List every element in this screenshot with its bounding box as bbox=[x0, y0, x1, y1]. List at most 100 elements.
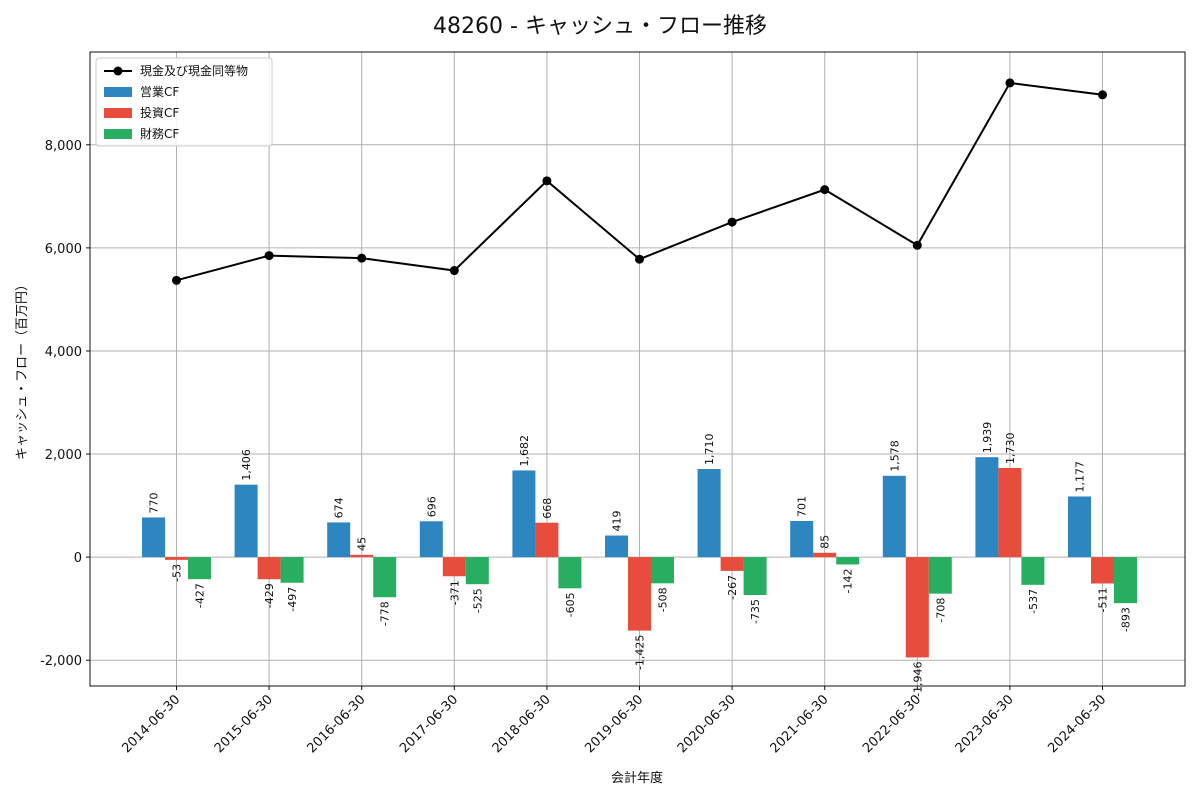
cash-line-point bbox=[635, 254, 644, 264]
bar bbox=[558, 557, 582, 589]
bar bbox=[1021, 557, 1045, 585]
cash-line bbox=[172, 78, 1107, 285]
bar-value-label: -893 bbox=[1120, 607, 1133, 632]
x-tick-label: 2019-06-30 bbox=[582, 692, 646, 756]
bar-value-label: -508 bbox=[657, 587, 670, 612]
cash-line-point bbox=[542, 176, 552, 186]
y-tick-label: -2,000 bbox=[40, 654, 82, 669]
bar-value-label: 1,177 bbox=[1074, 461, 1087, 493]
bar bbox=[697, 468, 721, 558]
bar bbox=[419, 521, 443, 558]
bar bbox=[442, 557, 466, 577]
bar bbox=[280, 557, 304, 583]
legend-box bbox=[95, 57, 273, 147]
bar bbox=[1114, 557, 1137, 604]
legend-label: 財務CF bbox=[140, 126, 179, 141]
bar-value-label: 1,578 bbox=[888, 440, 901, 472]
bar-value-label: 1,730 bbox=[1004, 432, 1017, 464]
bar bbox=[234, 484, 258, 558]
bar-value-label: 45 bbox=[356, 537, 369, 551]
bar-value-label: -429 bbox=[263, 583, 276, 608]
bar bbox=[188, 557, 211, 580]
bar-value-label: 770 bbox=[148, 492, 161, 513]
x-axis-label: 会計年度 bbox=[611, 770, 663, 786]
bar-value-label: 1,710 bbox=[703, 433, 716, 465]
bar bbox=[905, 557, 929, 658]
legend-line-marker bbox=[113, 66, 123, 76]
bar-value-label: -267 bbox=[726, 575, 739, 600]
bar-value-label: 85 bbox=[819, 535, 832, 549]
bar-value-label: -1,946 bbox=[911, 661, 924, 696]
bar bbox=[605, 535, 628, 558]
x-tick-label: 2015-06-30 bbox=[212, 692, 276, 756]
bar-value-label: -371 bbox=[448, 580, 461, 605]
y-tick-label: 2,000 bbox=[45, 448, 82, 463]
x-tick-label: 2017-06-30 bbox=[397, 692, 461, 756]
bar-value-label: -427 bbox=[194, 583, 207, 608]
cash-line-point bbox=[172, 275, 181, 285]
bar-value-label: -525 bbox=[471, 588, 484, 613]
bar-value-label: 1,939 bbox=[981, 422, 994, 454]
x-tick-label: 2022-06-30 bbox=[860, 692, 924, 756]
bar-value-label: -735 bbox=[749, 599, 762, 624]
bar bbox=[790, 521, 814, 558]
cash-line-point bbox=[264, 251, 274, 261]
legend-bar-swatch bbox=[104, 129, 132, 139]
x-tick-label: 2018-06-30 bbox=[490, 692, 554, 756]
bar-value-label: -708 bbox=[934, 598, 947, 623]
bar-value-label: 701 bbox=[796, 496, 809, 517]
bar bbox=[975, 457, 999, 558]
bar bbox=[928, 557, 952, 594]
legend-label: 現金及び現金同等物 bbox=[140, 63, 248, 78]
chart-title: 48260 - キャッシュ・フロー推移 bbox=[433, 14, 767, 39]
y-tick-label: 4,000 bbox=[45, 345, 82, 360]
bar-value-label: -537 bbox=[1027, 589, 1040, 614]
bar-value-label: -142 bbox=[842, 568, 855, 593]
bar-value-label: 668 bbox=[541, 498, 554, 519]
y-tick-label: 8,000 bbox=[45, 139, 82, 154]
bar-labels: 770 1,406 674 696 1,682 419 1,710 701 1,578 1,939… bbox=[148, 422, 1133, 697]
bar bbox=[512, 470, 536, 558]
bar-value-label: 674 bbox=[333, 497, 346, 518]
cash-line-point bbox=[449, 266, 459, 276]
ticks: -2,000 0 2,000 4,000 6,000 8,000 2014-06-30 201… bbox=[40, 139, 1109, 756]
bar-value-label: -53 bbox=[171, 564, 184, 582]
bar-value-label: -778 bbox=[379, 601, 392, 626]
x-tick-label: 2024-06-30 bbox=[1045, 692, 1109, 756]
bar bbox=[628, 557, 651, 631]
bar bbox=[465, 557, 489, 585]
x-tick-label: 2016-06-30 bbox=[304, 692, 368, 756]
grid bbox=[90, 52, 1185, 686]
bar bbox=[1068, 496, 1091, 558]
bar-value-label: -511 bbox=[1097, 587, 1110, 612]
bar-value-label: -1,425 bbox=[634, 635, 647, 670]
x-tick-label: 2014-06-30 bbox=[119, 692, 183, 756]
bar bbox=[651, 557, 674, 584]
cash-line-point bbox=[1005, 78, 1015, 88]
y-axis-label: キャッシュ・フロー（百万円） bbox=[15, 278, 30, 460]
x-tick-label: 2021-06-30 bbox=[767, 692, 831, 756]
cash-line-point bbox=[357, 253, 367, 263]
bar bbox=[257, 557, 281, 580]
bars bbox=[142, 457, 1137, 658]
cash-line-point bbox=[820, 185, 830, 195]
cash-line-point bbox=[727, 217, 737, 227]
bar bbox=[1091, 557, 1114, 584]
plot-frame bbox=[89, 51, 1186, 687]
axes bbox=[89, 51, 1186, 687]
x-tick-label: 2020-06-30 bbox=[675, 692, 739, 756]
bar bbox=[350, 554, 374, 558]
bar-value-label: 1,406 bbox=[240, 449, 253, 481]
cash-line-point bbox=[1098, 90, 1107, 100]
bar bbox=[142, 517, 165, 558]
bar bbox=[813, 552, 837, 558]
bar-value-label: 419 bbox=[611, 511, 624, 532]
bar bbox=[743, 557, 767, 596]
bar-value-label: 696 bbox=[425, 496, 438, 517]
bar bbox=[882, 475, 906, 558]
bar bbox=[998, 467, 1022, 558]
bar bbox=[535, 522, 559, 558]
cash-line-point bbox=[912, 240, 922, 250]
x-tick-label: 2023-06-30 bbox=[953, 692, 1017, 756]
